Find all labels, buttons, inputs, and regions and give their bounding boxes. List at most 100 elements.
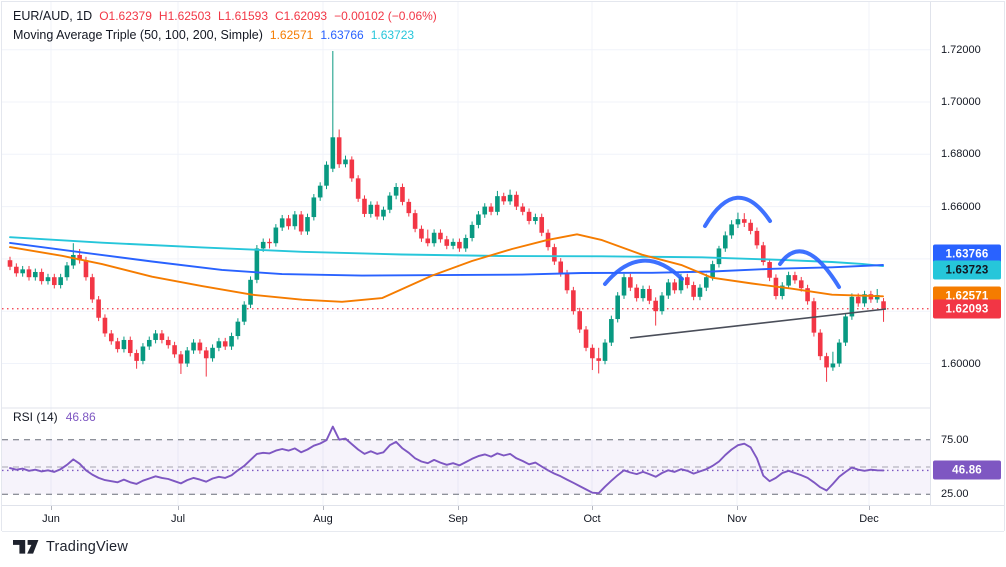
candle-body: [779, 285, 785, 297]
candle: [286, 214, 291, 230]
candle-body: [52, 277, 57, 286]
candle: [273, 224, 279, 247]
candle-body: [393, 186, 399, 196]
candle: [704, 273, 709, 292]
candle: [767, 258, 772, 282]
candle-body: [121, 339, 127, 350]
ma-50-line: [9, 233, 884, 303]
candle: [362, 195, 367, 218]
candle-body: [216, 341, 222, 348]
candle-body: [197, 342, 203, 351]
candle: [425, 229, 431, 247]
candle-body: [374, 204, 380, 217]
candle-body: [159, 333, 165, 340]
candle: [482, 203, 488, 218]
symbol-legend[interactable]: EUR/AUD, 1D O1.62379 H1.62503 L1.61593 C1.62…: [13, 9, 437, 23]
candle: [121, 336, 127, 353]
candle-body: [248, 279, 253, 305]
candle-body: [58, 277, 63, 286]
price-axis-label: 1.70000: [941, 96, 981, 108]
price-axis-label: 1.72000: [941, 43, 981, 56]
ma-indicator-legend[interactable]: Moving Average Triple (50, 100, 200, Sim…: [13, 28, 414, 42]
candles-series: [7, 51, 886, 382]
candle: [374, 201, 380, 220]
candle: [317, 182, 323, 201]
candle: [552, 243, 557, 265]
candle: [805, 284, 810, 305]
candle: [577, 307, 582, 333]
candle-body: [317, 185, 323, 198]
candle: [615, 292, 620, 323]
candle: [140, 343, 146, 365]
candle-body: [254, 248, 260, 280]
time-axis[interactable]: Jun Jul Aug Sep Oct Nov Dec: [2, 505, 1004, 532]
candle-body: [666, 282, 671, 296]
arc-annotation[interactable]: [703, 195, 772, 228]
candle: [349, 156, 355, 182]
arc-annotation[interactable]: [778, 249, 841, 289]
time-axis-month-label: Jun: [42, 512, 60, 525]
candle-body: [609, 319, 614, 343]
candle-body: [298, 214, 304, 232]
candle-body: [653, 300, 658, 312]
candle: [115, 337, 120, 353]
time-axis-month-label: Nov: [727, 512, 747, 525]
candle: [741, 213, 747, 227]
candle: [159, 330, 165, 344]
candle-body: [596, 358, 601, 361]
candle: [469, 221, 475, 242]
candle: [520, 203, 526, 216]
candle: [786, 271, 791, 289]
ma-100-line: [9, 241, 884, 277]
candle: [305, 213, 310, 235]
candle-body: [184, 350, 190, 364]
candle-body: [539, 217, 545, 233]
candle-body: [495, 196, 500, 212]
candle-body: [735, 219, 741, 225]
candle-body: [602, 342, 608, 361]
tradingview-logo-text: TradingView: [46, 539, 128, 555]
rsi-indicator-legend[interactable]: RSI (14) 46.86: [13, 410, 96, 424]
candle: [596, 347, 601, 374]
rsi-value: 46.86: [65, 410, 96, 424]
candle: [779, 282, 785, 300]
candle: [533, 213, 538, 225]
candle: [267, 238, 272, 249]
candle: [836, 339, 842, 367]
candle-body: [134, 353, 139, 361]
candle-body: [20, 269, 25, 274]
candle-body: [286, 218, 291, 227]
candle-body: [590, 347, 595, 359]
candle: [165, 336, 171, 349]
candle-body: [33, 271, 38, 278]
candle-body: [805, 288, 810, 302]
candle: [178, 350, 184, 374]
arc-annotation[interactable]: [603, 258, 684, 286]
candle-body: [362, 198, 367, 214]
candle-body: [292, 214, 298, 227]
candle-body: [146, 339, 152, 347]
candle-body: [330, 137, 336, 169]
candle-body: [507, 194, 513, 202]
price-axis[interactable]: 1.72000 1.70000 1.68000 1.66000 1.60000 1.637…: [930, 2, 1003, 505]
tradingview-logo[interactable]: TradingView: [13, 539, 128, 555]
candle-body: [621, 277, 627, 296]
trendline-annotation[interactable]: [629, 308, 887, 339]
candle: [58, 273, 63, 289]
candle-body: [355, 178, 361, 199]
candle: [324, 161, 329, 190]
time-axis-month-label: Aug: [313, 512, 333, 525]
candle: [241, 301, 247, 326]
candle-body: [406, 201, 412, 214]
candle-body: [77, 254, 82, 261]
rsi-pane: [2, 425, 930, 495]
candle: [463, 234, 469, 252]
candle-body: [14, 266, 19, 274]
candle-body: [400, 186, 405, 202]
chart-canvas[interactable]: [2, 2, 930, 505]
candle: [843, 313, 848, 346]
candle: [355, 175, 361, 202]
candle: [172, 341, 177, 358]
candle-body: [514, 194, 519, 207]
ma-200-line: [9, 236, 884, 268]
